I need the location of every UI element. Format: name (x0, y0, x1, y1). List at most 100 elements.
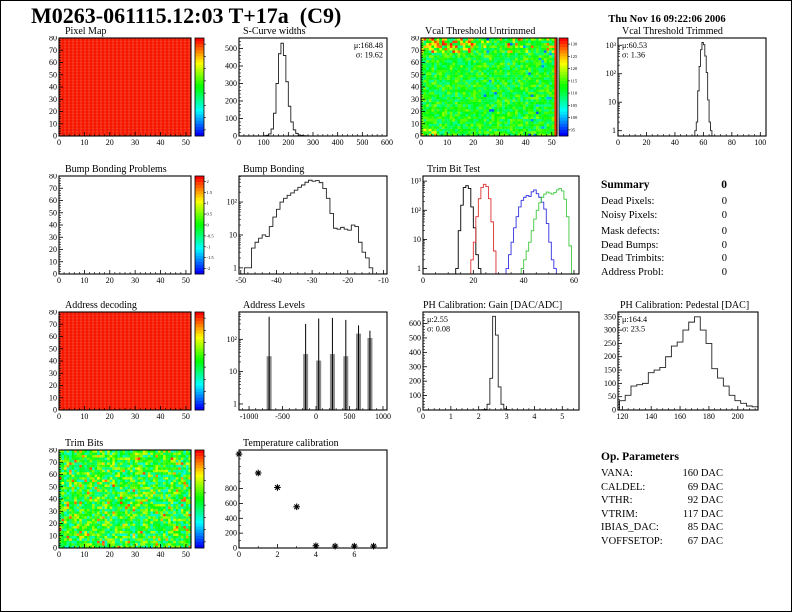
svg-text:50: 50 (411, 70, 419, 79)
svg-text:20: 20 (49, 381, 57, 390)
panel-pixel-map: Pixel Map 0 10 20 30 40 50 0 10 20 30 40 50 60 70 80 (31, 26, 216, 162)
svg-text:300: 300 (604, 326, 616, 335)
svg-text:20: 20 (49, 107, 57, 116)
svg-text:0: 0 (237, 138, 241, 147)
svg-text:120: 120 (571, 66, 579, 71)
svg-text:1.5: 1.5 (207, 190, 213, 195)
svg-text:-1: -1 (207, 244, 211, 249)
op-parameters-heading-row: Op. Parameters (601, 451, 723, 463)
svg-text:200: 200 (282, 138, 294, 147)
svg-text:μ:164.4: μ:164.4 (622, 315, 647, 324)
svg-text:95: 95 (571, 127, 576, 132)
svg-text:40: 40 (49, 83, 57, 92)
summary-row: Address Probl: 0 (601, 266, 727, 278)
svg-text:20: 20 (49, 245, 57, 254)
svg-text:σ: 19.62: σ: 19.62 (356, 51, 383, 60)
panel-s-curve-widths: S-Curve widths 0 100 200 300 400 500 600 0 100 20… (213, 26, 393, 162)
svg-text:σ: 0.08: σ: 0.08 (427, 325, 450, 334)
svg-text:40: 40 (522, 138, 530, 147)
panel-bump-bonding: Bump Bonding -50 -40 -30 -20 -10 1 10 10² (213, 164, 393, 300)
chart-title: Trim Bits (65, 438, 104, 449)
svg-text:2: 2 (477, 412, 481, 421)
svg-text:250: 250 (604, 339, 616, 348)
svg-text:100: 100 (571, 115, 579, 120)
panel-temperature-calibration: Temperature calibration 0 2 4 6 0 200 400 600 80… (213, 438, 393, 574)
svg-text:3: 3 (505, 412, 509, 421)
svg-text:0: 0 (207, 223, 210, 228)
panel-address-decoding: Address decoding 0 10 20 30 40 50 0 10 20 30 40 50 6… (31, 300, 216, 436)
svg-text:10²: 10² (227, 335, 238, 344)
svg-text:30: 30 (131, 276, 139, 285)
svg-text:1: 1 (207, 201, 209, 206)
svg-text:120: 120 (616, 412, 628, 421)
svg-text:100: 100 (225, 114, 237, 123)
svg-text:400: 400 (225, 62, 237, 71)
svg-text:300: 300 (225, 79, 237, 88)
summary-row: Mask defects: 0 (601, 226, 727, 237)
svg-text:0: 0 (53, 132, 57, 141)
pixel-map-chart: 0 10 20 30 40 50 0 10 20 30 40 50 60 70 80 (49, 36, 206, 147)
svg-text:0: 0 (421, 412, 425, 421)
svg-text:-40: -40 (271, 276, 282, 285)
svg-text:200: 200 (732, 412, 744, 421)
svg-text:10: 10 (49, 257, 57, 266)
svg-text:40: 40 (157, 138, 165, 147)
svg-text:1000: 1000 (375, 412, 391, 421)
svg-text:30: 30 (411, 95, 419, 104)
svg-text:10: 10 (443, 138, 451, 147)
svg-text:-30: -30 (307, 276, 318, 285)
svg-text:30: 30 (131, 138, 139, 147)
op-parameter-row: VTRIM: 117 DAC (601, 508, 723, 520)
summary-row: Dead Pixels: 0 (601, 196, 727, 207)
svg-text:0: 0 (57, 412, 61, 421)
summary-heading-value: 0 (721, 179, 727, 191)
svg-text:10: 10 (229, 367, 237, 376)
svg-text:50: 50 (608, 392, 616, 401)
svg-text:5: 5 (560, 412, 564, 421)
op-parameter-row: VANA: 160 DAC (601, 468, 723, 479)
svg-text:40: 40 (520, 276, 528, 285)
svg-text:60: 60 (411, 58, 419, 67)
svg-text:160: 160 (674, 412, 686, 421)
svg-text:1: 1 (417, 264, 421, 273)
bump-bonding-chart: -50 -40 -30 -20 -10 1 10 10² (227, 175, 389, 285)
timestamp: Thu Nov 16 09:22:06 2006 (608, 14, 726, 25)
svg-text:-1000: -1000 (240, 412, 259, 421)
summary-heading: Summary (601, 179, 650, 191)
summary-block: Summary 0 Dead Pixels: 0 Noisy Pixels: 0 M… (601, 179, 727, 279)
svg-text:1: 1 (233, 263, 237, 272)
panel-ph-gain: PH Calibration: Gain [DAC/ADC] 0 1 2 3 4 5 0 10… (397, 300, 587, 436)
svg-text:20: 20 (106, 276, 114, 285)
svg-text:50: 50 (49, 344, 57, 353)
svg-text:50: 50 (49, 70, 57, 79)
svg-text:600: 600 (409, 319, 421, 328)
chart-title: Bump Bonding Problems (65, 164, 167, 175)
svg-text:180: 180 (703, 412, 715, 421)
chart-title: S-Curve widths (243, 26, 306, 37)
svg-text:10²: 10² (411, 206, 422, 215)
page-title: M0263-061115.12:03 T+17a (C9) (31, 3, 342, 28)
svg-text:30: 30 (49, 95, 57, 104)
svg-text:40: 40 (157, 276, 165, 285)
svg-text:10: 10 (413, 235, 421, 244)
svg-text:50: 50 (548, 138, 556, 147)
summary-row: Dead Bumps: 0 (601, 239, 727, 251)
svg-text:-0.5: -0.5 (207, 233, 215, 238)
svg-text:10: 10 (80, 138, 88, 147)
svg-text:-500: -500 (275, 412, 290, 421)
svg-text:0: 0 (415, 132, 419, 141)
op-parameter-row: VTHR: 92 DAC (601, 495, 723, 506)
svg-text:1: 1 (449, 412, 453, 421)
svg-text:400: 400 (409, 348, 421, 357)
svg-text:500: 500 (343, 412, 355, 421)
summary-row: Dead Trimbits: 0 (601, 253, 727, 264)
svg-text:0: 0 (57, 138, 61, 147)
svg-text:0.5: 0.5 (207, 212, 213, 217)
panel-vcal-untrimmed: Vcal Threshold Untrimmed 130 125 120 115 110… (397, 26, 587, 162)
svg-text:105: 105 (571, 103, 579, 108)
svg-text:10: 10 (80, 412, 88, 421)
svg-text:0: 0 (57, 276, 61, 285)
bump-bonding-problems-chart: 2 1.5 1 0.5 0 -0.5 -1 -1.5 -2 0 10 20 30 40 50 0 10 20 30 4… (49, 174, 215, 285)
trim-bit-test-chart: 0 20 40 60 1 10 10² 10³ (411, 175, 580, 285)
